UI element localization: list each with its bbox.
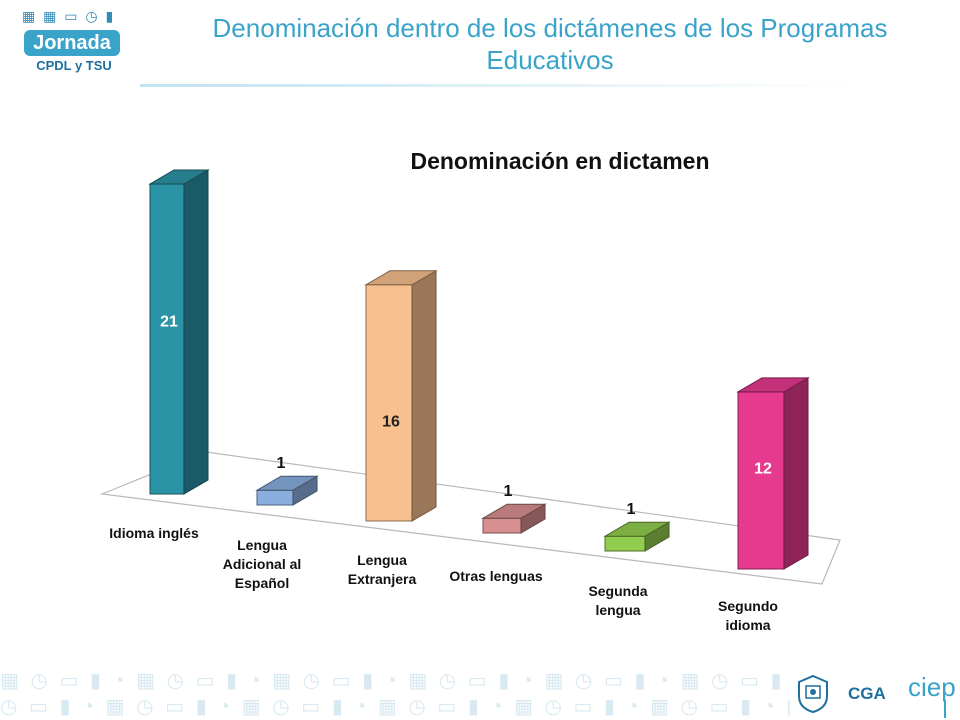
bar-top-face bbox=[481, 503, 547, 519]
category-label-line: Lengua bbox=[237, 537, 287, 553]
data-label-4: 1 bbox=[627, 501, 636, 518]
ciep-logo-bar bbox=[944, 700, 946, 718]
data-label-1: 1 bbox=[277, 455, 286, 472]
bar-0 bbox=[148, 169, 210, 495]
data-label-2: 16 bbox=[382, 414, 400, 431]
chart-bars bbox=[148, 169, 810, 570]
bar-front-face bbox=[482, 517, 522, 534]
bar-front-face bbox=[737, 391, 785, 570]
ciep-logo: ciep bbox=[908, 672, 956, 702]
chart-floor bbox=[99, 451, 841, 585]
chart-floor-plane bbox=[99, 451, 841, 585]
chart-labels: 21 1 16 1 1 12 Idioma inglés Lengua Adicional al… bbox=[109, 314, 778, 633]
title-divider bbox=[140, 84, 860, 87]
cga-logo: CGA bbox=[848, 684, 886, 703]
bar-front-face bbox=[604, 535, 646, 552]
logo-icons: ▦ ▦ ▭ ◷ ▮ bbox=[22, 8, 116, 24]
category-label-line: Idioma inglés bbox=[109, 525, 199, 541]
category-label-line: Adicional al bbox=[223, 556, 302, 572]
bar-side-face bbox=[183, 169, 209, 495]
bar-top-face bbox=[255, 475, 319, 491]
bar-top-face bbox=[603, 521, 671, 537]
category-label-line: idioma bbox=[725, 617, 770, 633]
bar-4 bbox=[603, 521, 671, 552]
bar-5 bbox=[736, 376, 810, 570]
category-label-line: Segunda bbox=[588, 583, 647, 599]
jornada-logo: ▦ ▦ ▭ ◷ ▮ Jornada CPDL y TSU bbox=[10, 8, 128, 74]
slide-title: Denominación dentro de los dictámenes de… bbox=[212, 13, 888, 75]
university-seal-icon bbox=[798, 674, 828, 714]
category-label-2: Lengua Extranjera bbox=[348, 552, 417, 587]
bar-front-face bbox=[256, 489, 294, 506]
bar-top-face bbox=[736, 377, 810, 393]
category-label-line: Extranjera bbox=[348, 571, 417, 587]
bar-top-face bbox=[364, 270, 438, 286]
bar-3 bbox=[481, 503, 547, 534]
category-label-line: lengua bbox=[595, 602, 640, 618]
data-label-3: 1 bbox=[504, 483, 513, 500]
bar-top-face bbox=[148, 169, 210, 185]
bar-front-face bbox=[365, 284, 413, 522]
category-label-line: Segundo bbox=[718, 598, 778, 614]
category-label-line: Español bbox=[235, 575, 289, 591]
bar-1 bbox=[255, 475, 319, 506]
bar-side-face bbox=[411, 269, 437, 522]
bar-2 bbox=[364, 269, 438, 522]
chart-title: Denominación en dictamen bbox=[410, 148, 710, 174]
category-label-line: Lengua bbox=[357, 552, 407, 568]
footer-icon-pattern: ▦ ◷ ▭ ▮ ◔ ▦ ◷ ▭ ▮ ◔ ▦ ◷ ▭ ▮ ◔ ▦ ◷ ▭ ▮ ◔ … bbox=[0, 670, 790, 718]
category-label-0: Idioma inglés bbox=[109, 525, 199, 541]
data-label-0: 21 bbox=[160, 314, 178, 331]
category-label-line: Otras lenguas bbox=[449, 568, 543, 584]
bar-front-face bbox=[149, 183, 185, 495]
category-label-3: Otras lenguas bbox=[449, 568, 543, 584]
category-label-1: Lengua Adicional al Español bbox=[223, 537, 302, 591]
logo-sub-text: CPDL y TSU bbox=[36, 58, 112, 73]
data-label-5: 12 bbox=[754, 460, 772, 477]
bar-side-face bbox=[783, 376, 809, 570]
category-label-5: Segundo idioma bbox=[718, 598, 778, 633]
category-label-4: Segunda lengua bbox=[588, 583, 647, 618]
logo-main-text: Jornada bbox=[24, 30, 120, 56]
